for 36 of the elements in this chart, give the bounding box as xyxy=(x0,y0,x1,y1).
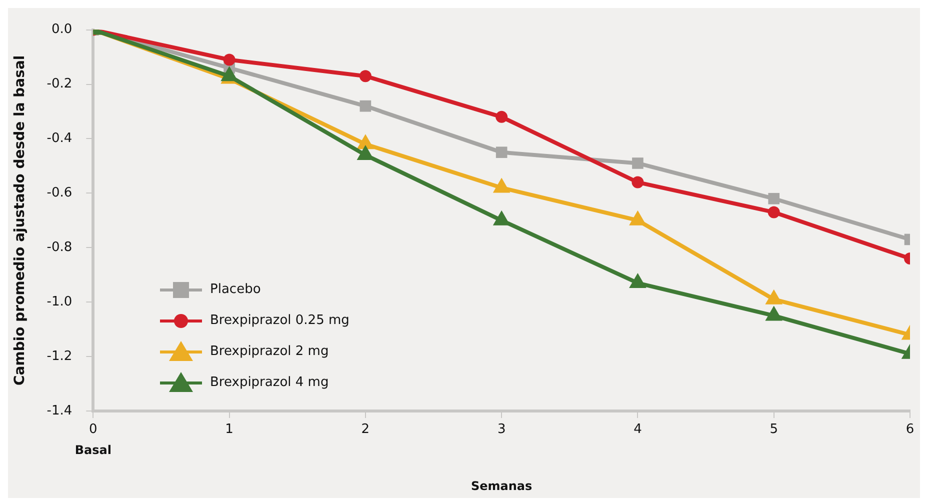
x-tick-label: 2 xyxy=(361,422,370,438)
y-tick-label: -0.6 xyxy=(46,186,72,201)
y-tick-label: -0.4 xyxy=(46,131,72,146)
text: Basal xyxy=(74,443,112,458)
x-tick-label: 5 xyxy=(770,422,778,438)
x-tick-label: 6 xyxy=(906,422,914,438)
point xyxy=(768,192,780,204)
y-tick-label: 0.0 xyxy=(51,22,72,38)
x-axis-title: Semanas xyxy=(470,478,532,493)
legend-label: Brexpiprazol 0.25 mg xyxy=(210,313,350,328)
point xyxy=(632,176,644,188)
x-tick-label: 3 xyxy=(497,422,506,438)
y-axis-title: Cambio promedio ajustado desde la basal xyxy=(12,55,28,386)
x-tick-label: 0 xyxy=(89,422,98,438)
y-tick-label: -1.0 xyxy=(46,294,72,310)
y-tick-label: -0.2 xyxy=(46,76,72,92)
point xyxy=(629,273,646,288)
legend-label: Brexpiprazol 4 mg xyxy=(210,375,329,390)
point xyxy=(360,100,372,112)
legend-label: Placebo xyxy=(210,282,261,297)
point xyxy=(632,158,644,169)
point xyxy=(496,146,508,158)
point xyxy=(496,110,508,123)
point xyxy=(359,70,372,82)
point xyxy=(629,210,646,226)
point xyxy=(492,178,510,193)
legend-label: Brexpiprazol 2 mg xyxy=(210,344,329,359)
point xyxy=(223,54,236,66)
y-tick-label: -1.4 xyxy=(46,403,72,418)
y-tick-label: -0.8 xyxy=(46,240,72,256)
y-tick-label: -1.2 xyxy=(46,348,72,364)
x-tick-label: 1 xyxy=(225,422,234,438)
point xyxy=(765,306,783,321)
point xyxy=(768,206,780,218)
point xyxy=(765,289,783,304)
x-tick-label: 4 xyxy=(634,422,642,438)
